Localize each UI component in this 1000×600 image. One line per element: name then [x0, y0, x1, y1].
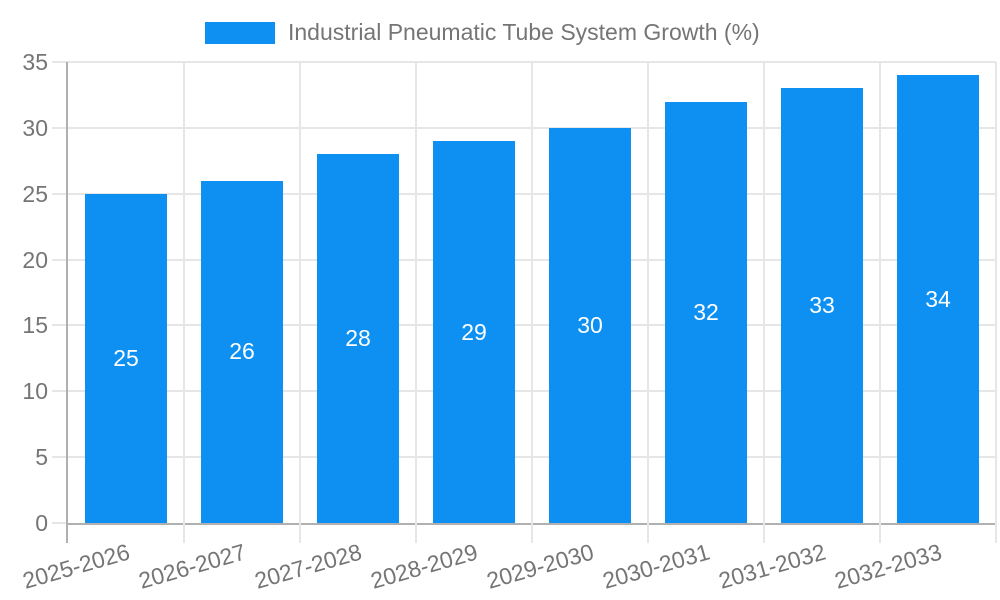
y-tick-label: 0 [35, 510, 48, 536]
y-axis-tick [52, 258, 68, 261]
y-axis-tick [52, 324, 68, 327]
x-axis-tick [647, 523, 649, 543]
y-tick-label: 25 [22, 180, 48, 207]
x-tick-label: 2031-2032 [715, 538, 829, 594]
bar-value-label: 26 [229, 338, 255, 365]
y-tick-label: 15 [22, 312, 48, 339]
y-axis-tick [52, 456, 68, 459]
bar-value-label: 32 [693, 298, 719, 325]
legend[interactable]: Industrial Pneumatic Tube System Growth … [205, 21, 760, 44]
x-tick-label: 2029-2030 [483, 538, 597, 594]
y-axis-tick [52, 522, 68, 524]
x-axis-tick [763, 523, 765, 543]
y-axis-tick [52, 390, 68, 393]
x-tick-label: 2028-2029 [367, 538, 481, 594]
bar-2025-2026[interactable]: 25 [85, 193, 167, 523]
gridline-vertical [647, 62, 649, 523]
bar-2031-2032[interactable]: 33 [781, 88, 863, 523]
bar-value-label: 34 [925, 285, 951, 312]
x-axis-tick [879, 523, 881, 543]
bar-value-label: 25 [113, 344, 139, 371]
bar-2028-2029[interactable]: 29 [433, 141, 515, 523]
y-axis-tick [52, 126, 68, 129]
x-axis-tick [995, 523, 997, 543]
x-tick-label: 2032-2033 [831, 538, 945, 594]
x-axis-tick [299, 523, 301, 543]
bar-2030-2031[interactable]: 32 [665, 101, 747, 523]
bar-2027-2028[interactable]: 28 [317, 154, 399, 523]
gridline-vertical [415, 62, 417, 523]
bar-2026-2027[interactable]: 26 [201, 180, 283, 523]
y-tick-label: 20 [22, 246, 48, 273]
bar-value-label: 30 [577, 311, 603, 338]
legend-label: Industrial Pneumatic Tube System Growth … [288, 19, 760, 45]
y-tick-label: 5 [35, 444, 48, 471]
gridline-vertical [299, 62, 301, 523]
gridline-vertical [763, 62, 765, 523]
x-tick-label: 2025-2026 [19, 538, 133, 594]
x-axis-tick [531, 523, 533, 543]
bar-value-label: 29 [461, 318, 487, 345]
legend-swatch [205, 21, 275, 44]
x-axis-tick [66, 523, 68, 543]
y-axis-tick [52, 192, 68, 195]
y-tick-label: 35 [22, 49, 48, 75]
x-tick-label: 2027-2028 [251, 538, 365, 594]
x-axis-tick [415, 523, 417, 543]
gridline-vertical [531, 62, 533, 523]
y-tick-label: 10 [22, 378, 48, 405]
bar-value-label: 33 [809, 292, 835, 319]
gridline-vertical [995, 62, 997, 523]
bar-2029-2030[interactable]: 30 [549, 127, 631, 523]
y-tick-label: 30 [22, 114, 48, 141]
gridline-vertical [183, 62, 185, 523]
y-axis-line [66, 62, 68, 523]
x-tick-label: 2026-2027 [135, 538, 249, 594]
bar-2032-2033[interactable]: 34 [897, 75, 979, 523]
x-axis-tick [183, 523, 185, 543]
x-tick-label: 2030-2031 [599, 538, 713, 594]
y-axis-tick [52, 61, 68, 63]
bar-value-label: 28 [345, 325, 371, 352]
gridline-vertical [879, 62, 881, 523]
